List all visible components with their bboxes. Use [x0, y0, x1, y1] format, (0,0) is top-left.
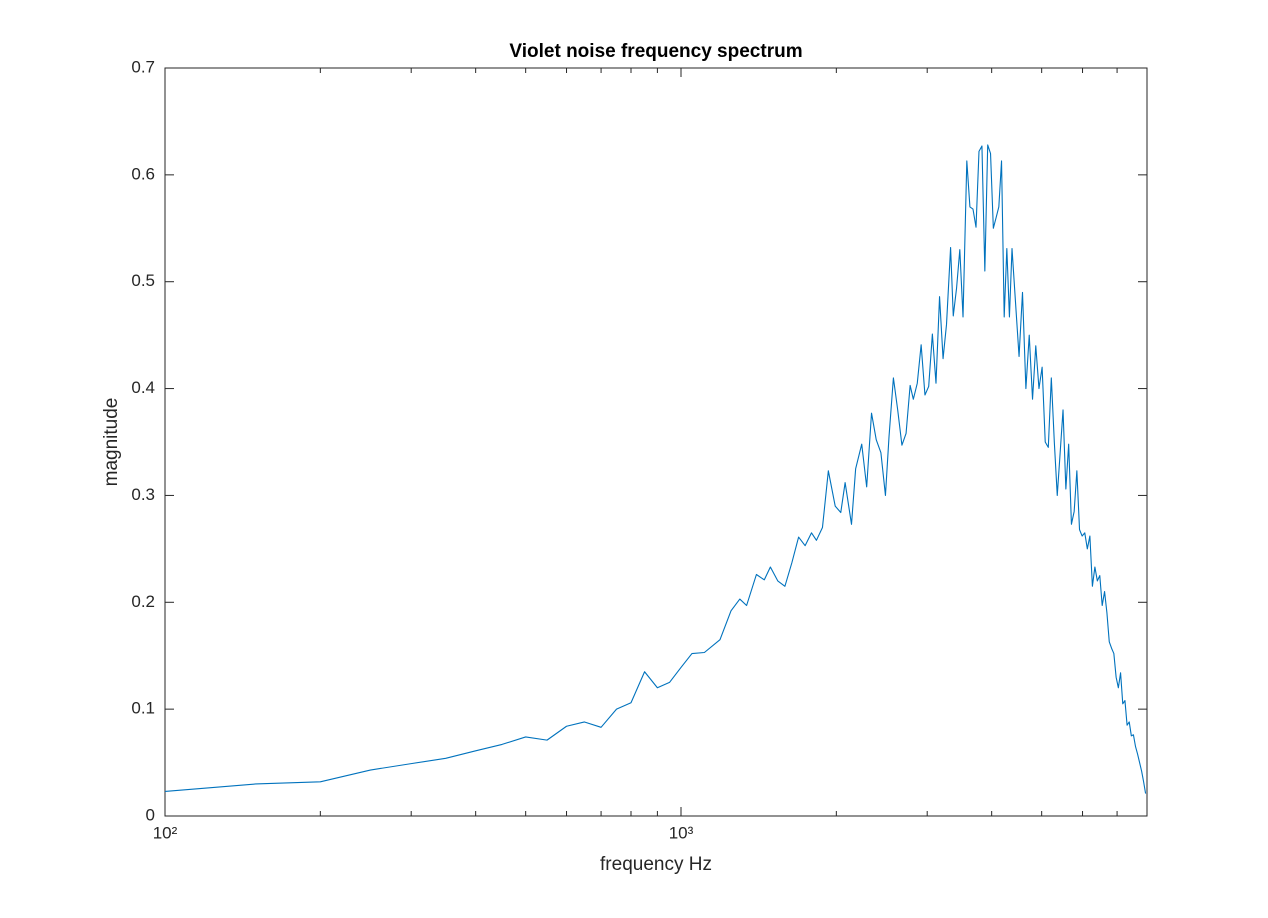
y-axis-label: magnitude — [101, 398, 122, 487]
y-tick-label: 0.7 — [131, 57, 155, 76]
y-tick-label: 0 — [146, 805, 155, 824]
x-tick-label: 10² — [153, 823, 178, 842]
y-tick-label: 0.4 — [131, 378, 155, 397]
plot-box — [164, 67, 1148, 817]
chart-title: Violet noise frequency spectrum — [509, 41, 802, 62]
y-tick-label: 0.3 — [131, 485, 155, 504]
x-axis-label: frequency Hz — [600, 854, 712, 875]
x-tick-label: 10³ — [669, 823, 694, 842]
y-tick-label: 0.1 — [131, 699, 155, 718]
data-line — [164, 144, 1147, 794]
y-tick-label: 0.5 — [131, 271, 155, 290]
y-tick-label: 0.2 — [131, 592, 155, 611]
y-tick-label: 0.6 — [131, 164, 155, 183]
